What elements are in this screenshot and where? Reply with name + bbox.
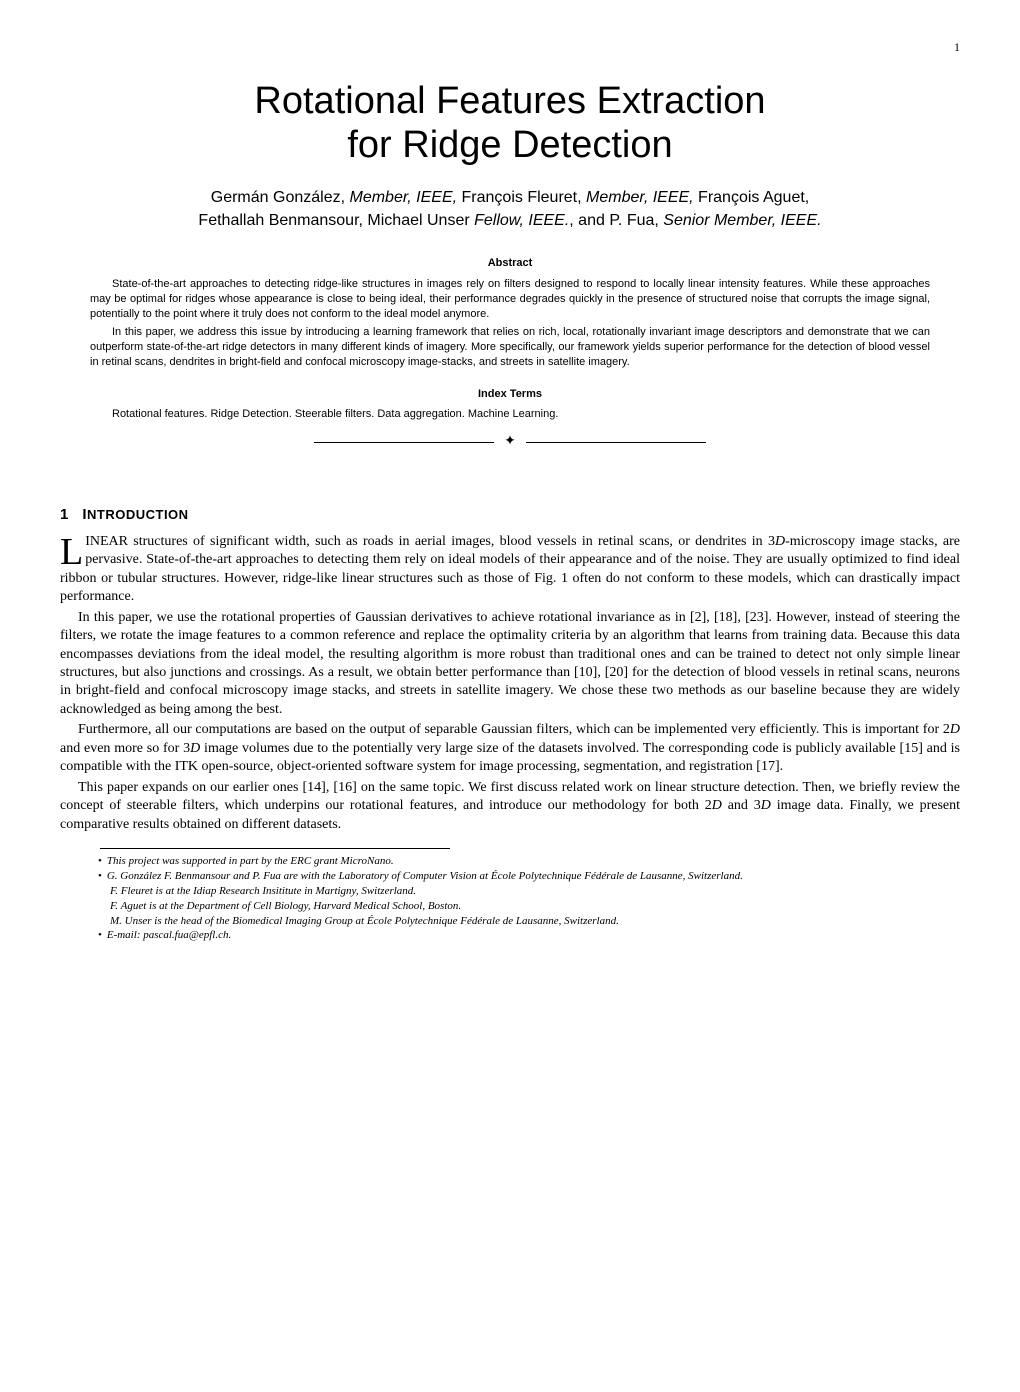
- body-text: LINEAR structures of significant width, …: [60, 533, 960, 835]
- divider-line-right: [526, 442, 706, 443]
- body-paragraph: Furthermore, all our computations are ba…: [60, 721, 960, 776]
- author-text: Germán González,: [211, 189, 350, 206]
- body-paragraph: LINEAR structures of significant width, …: [60, 533, 960, 607]
- bullet-icon: •: [98, 855, 102, 867]
- author-role: Fellow, IEEE.: [474, 212, 569, 229]
- author-text: Fethallah Benmansour, Michael Unser: [198, 212, 474, 229]
- section-title: INTRODUCTION: [82, 506, 188, 523]
- section-heading: 1 INTRODUCTION: [60, 506, 960, 525]
- author-role: Member, IEEE,: [586, 189, 694, 206]
- footnote-line: •G. González F. Benmansour and P. Fua ar…: [80, 869, 960, 884]
- section-number: 1: [60, 506, 68, 523]
- footnote-rule: [100, 848, 450, 849]
- divider-diamond-icon: ✦: [504, 433, 516, 451]
- page-number: 1: [60, 40, 960, 55]
- divider: ✦: [60, 433, 960, 451]
- bullet-icon: •: [98, 929, 102, 941]
- author-role: Senior Member, IEEE.: [663, 212, 821, 229]
- footnote-line: •This project was supported in part by t…: [80, 854, 960, 869]
- index-terms-text: Rotational features. Ridge Detection. St…: [90, 408, 930, 422]
- footnotes: •This project was supported in part by t…: [80, 854, 960, 943]
- title-line-2: for Ridge Detection: [347, 124, 672, 166]
- footnote-line: M. Unser is the head of the Biomedical I…: [80, 914, 960, 929]
- title-line-1: Rotational Features Extraction: [254, 80, 765, 122]
- bullet-icon: •: [98, 870, 102, 882]
- abstract-paragraph: In this paper, we address this issue by …: [90, 325, 930, 370]
- abstract-text: State-of-the-art approaches to detecting…: [90, 277, 930, 370]
- paper-title: Rotational Features Extraction for Ridge…: [60, 80, 960, 167]
- dropcap: L: [60, 533, 85, 568]
- body-paragraph: This paper expands on our earlier ones […: [60, 779, 960, 834]
- author-text: François Fleuret,: [457, 189, 586, 206]
- authors-block: Germán González, Member, IEEE, François …: [60, 187, 960, 232]
- index-terms-label: Index Terms: [60, 388, 960, 402]
- footnote-line: F. Aguet is at the Department of Cell Bi…: [80, 899, 960, 914]
- footnote-line: •E-mail: pascal.fua@epfl.ch.: [80, 928, 960, 943]
- body-paragraph: In this paper, we use the rotational pro…: [60, 609, 960, 720]
- divider-line-left: [314, 442, 494, 443]
- author-text: , and P. Fua,: [569, 212, 663, 229]
- abstract-label: Abstract: [60, 257, 960, 271]
- author-text: François Aguet,: [694, 189, 810, 206]
- body-smallcaps: INEAR: [85, 534, 128, 549]
- footnote-line: F. Fleuret is at the Idiap Research Insi…: [80, 884, 960, 899]
- author-role: Member, IEEE,: [349, 189, 457, 206]
- abstract-paragraph: State-of-the-art approaches to detecting…: [90, 277, 930, 322]
